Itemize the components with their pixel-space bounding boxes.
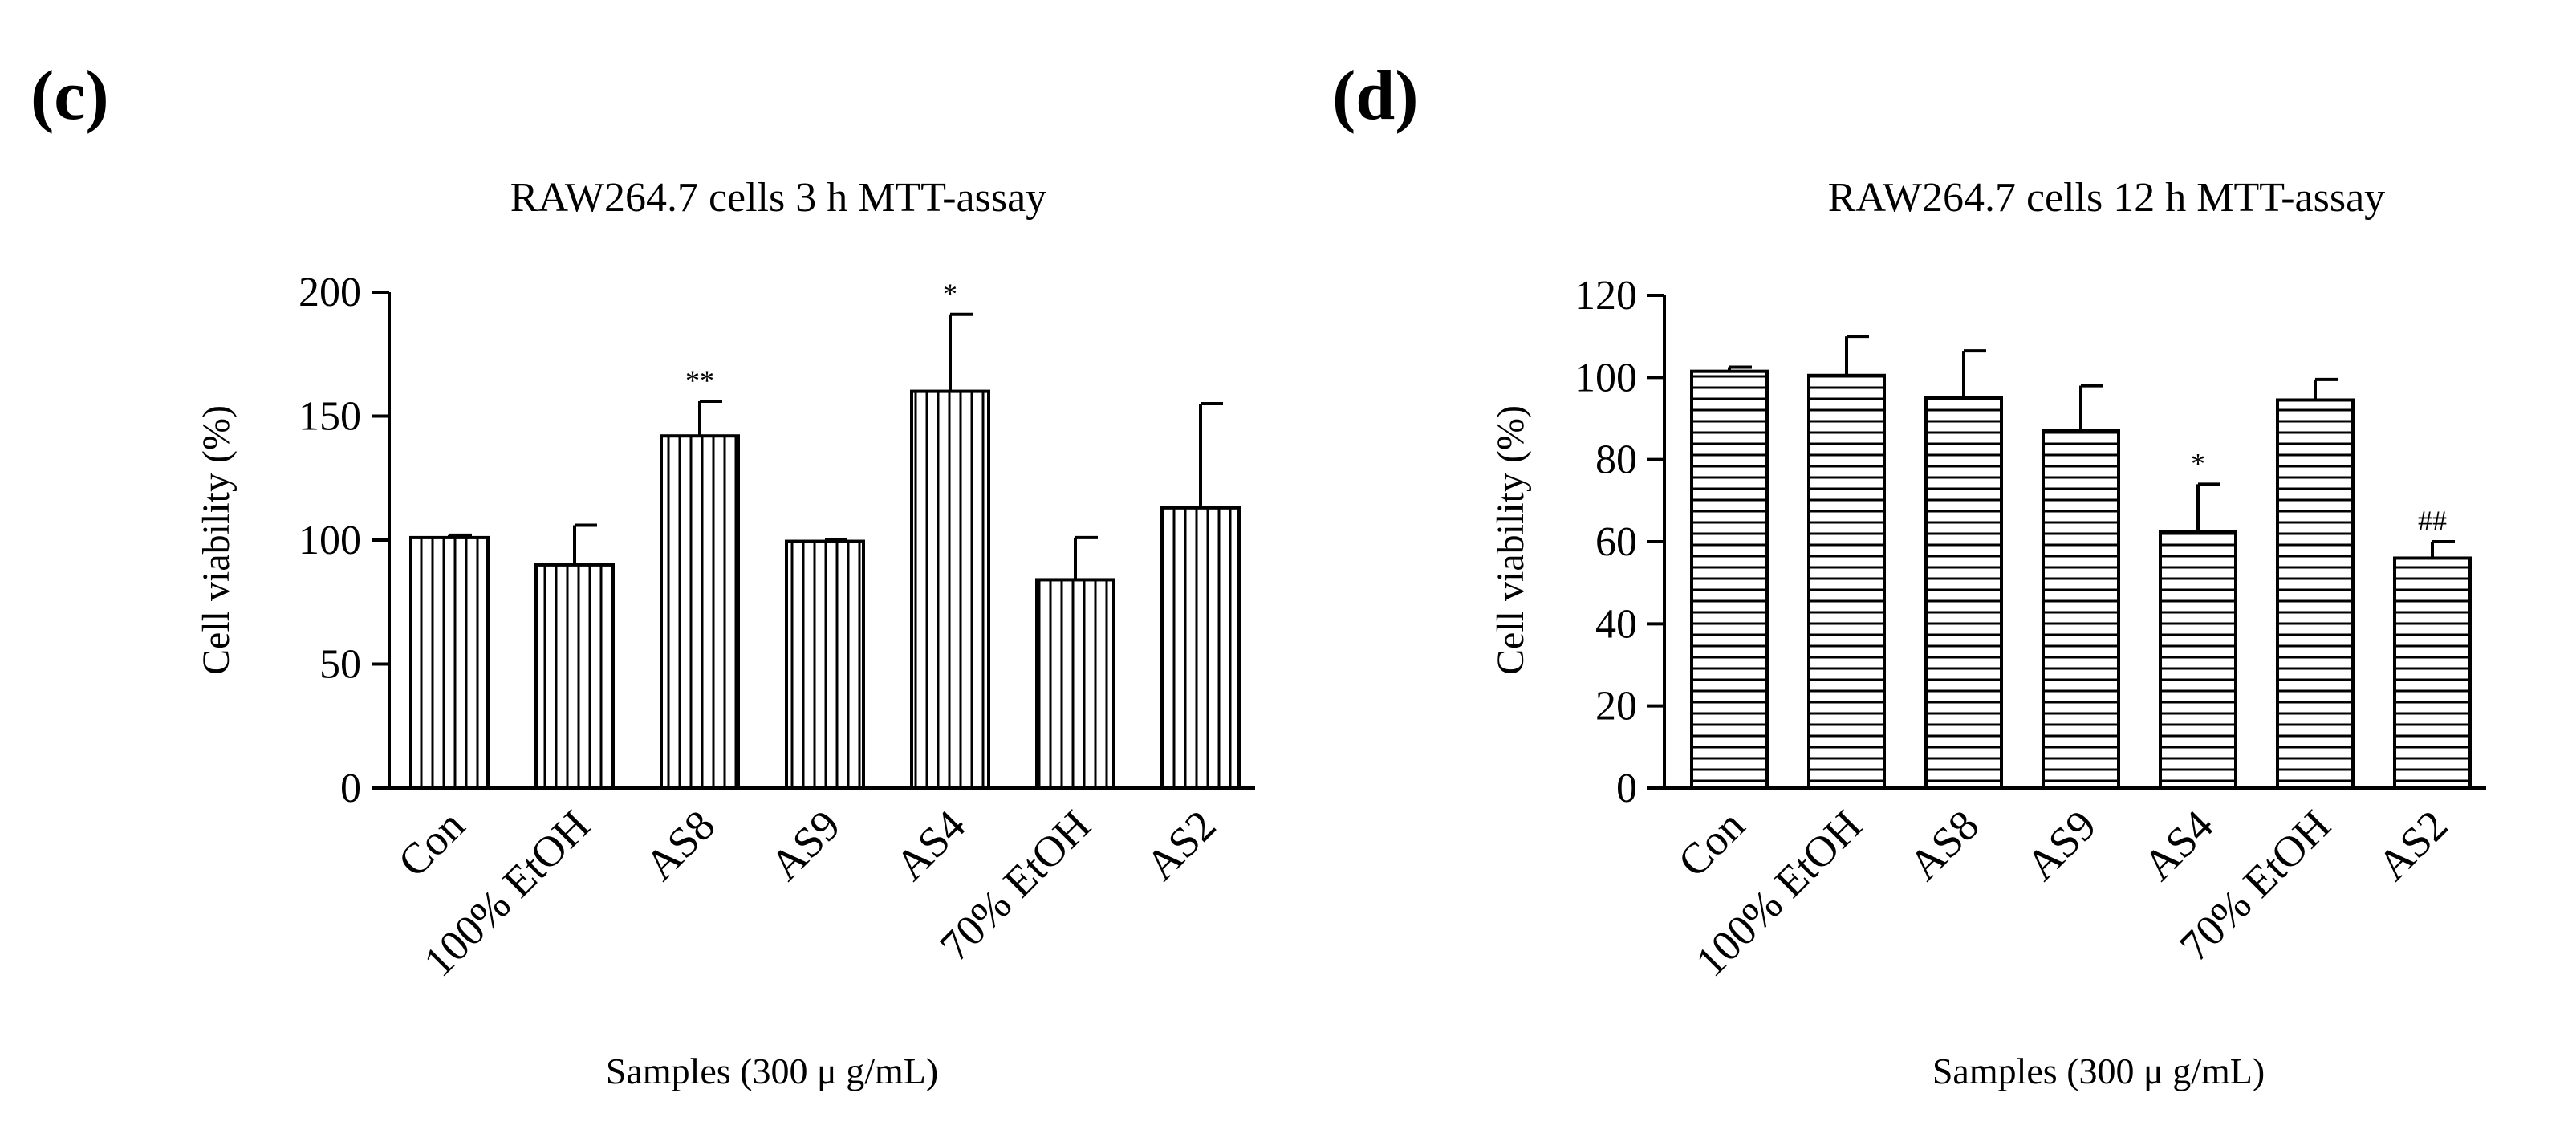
significance-label: * [2191,447,2205,479]
x-axis-label: Samples (300 μ g/mL) [1932,1050,2265,1091]
category-label: AS4 [2134,801,2222,889]
significance-label: * [943,278,957,310]
panel-label: (d) [1332,57,1419,135]
significance-label: ** [685,364,714,396]
bar [409,535,490,790]
category-label: Con [1668,801,1753,886]
category-label: AS8 [1899,801,1988,889]
category-label: AS9 [2017,801,2105,889]
chart-title: RAW264.7 cells 12 h MTT-assay [1828,175,2385,221]
bar [785,539,865,790]
y-tick-label: 200 [299,270,361,315]
y-tick-label: 20 [1595,684,1637,729]
bar [910,389,990,790]
category-label: AS9 [761,801,849,889]
bar [2159,530,2237,790]
chart-title: RAW264.7 cells 3 h MTT-assay [510,175,1046,221]
y-tick-label: 150 [299,394,361,440]
category-label: AS2 [1136,801,1225,889]
bar [1035,578,1115,790]
category-label: AS4 [886,801,974,889]
bar [1807,373,1886,790]
y-tick-label: 100 [1574,355,1637,400]
y-tick-label: 60 [1595,519,1637,565]
x-axis-label: Samples (300 μ g/mL) [606,1050,938,1091]
y-tick-label: 80 [1595,437,1637,483]
bar [2042,429,2120,790]
bar [2393,556,2472,790]
category-label: AS2 [2368,801,2456,889]
panel-label: (c) [30,57,109,135]
y-tick-label: 40 [1595,601,1637,647]
y-axis-label: Cell viability (%) [1489,405,1532,675]
bar [1690,369,1769,790]
bar [534,563,615,790]
bar [1924,396,2003,790]
y-tick-label: 100 [299,518,361,563]
y-axis-label: Cell viability (%) [195,405,238,675]
y-tick-label: 0 [1616,766,1637,811]
bar [660,434,740,790]
bar [2276,398,2355,790]
category-label: Con [388,801,473,886]
significance-label: ## [2418,505,2447,537]
y-tick-label: 50 [319,642,361,688]
bar [1160,506,1241,790]
y-tick-label: 0 [340,766,361,811]
category-label: AS8 [636,801,724,889]
y-tick-label: 120 [1574,273,1637,319]
